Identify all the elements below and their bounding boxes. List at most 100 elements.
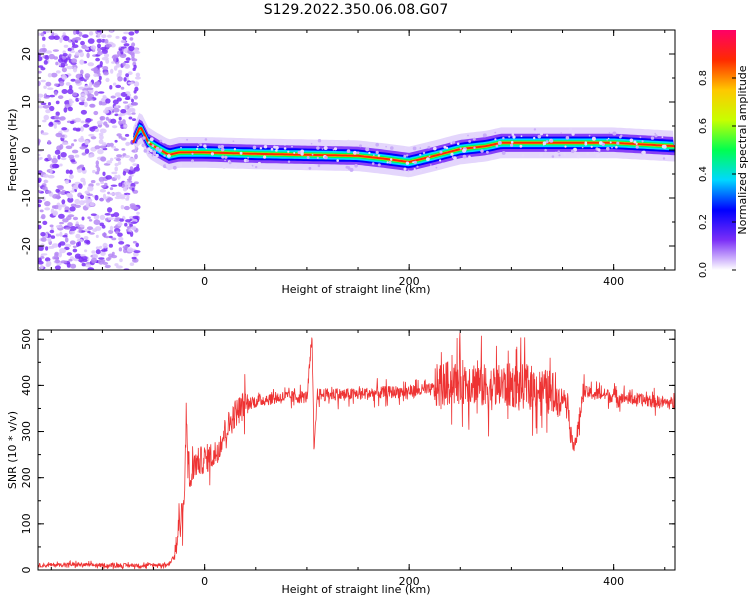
- noise-speckle: [59, 163, 63, 167]
- ridge-fringe-dot: [654, 134, 658, 138]
- noise-speckle: [40, 32, 45, 37]
- noise-speckle: [116, 63, 121, 68]
- colorbar-tick-label: 0.8: [698, 70, 709, 86]
- noise-speckle: [61, 127, 68, 131]
- ridge-fringe-dot: [332, 148, 335, 151]
- ridge-fringe-dot: [367, 143, 370, 146]
- noise-speckle: [124, 48, 128, 53]
- x-tick-label: 200: [399, 575, 420, 588]
- noise-speckle: [40, 232, 46, 237]
- ridge-fringe-dot: [654, 132, 656, 135]
- noise-speckle: [102, 66, 109, 71]
- noise-speckle: [59, 231, 63, 237]
- noise-speckle: [59, 116, 66, 121]
- ridge-fringe-dot: [346, 139, 350, 143]
- noise-speckle: [74, 79, 81, 84]
- ridge-fringe-dot: [473, 146, 476, 149]
- ridge-fringe-dot: [221, 155, 225, 159]
- noise-speckle: [40, 237, 47, 242]
- noise-speckle: [107, 217, 115, 221]
- noise-speckle: [128, 45, 135, 52]
- noise-speckle: [115, 158, 121, 162]
- noise-speckle: [59, 241, 66, 246]
- noise-speckle: [115, 84, 122, 89]
- ridge-fringe-dot: [450, 142, 453, 145]
- noise-speckle: [72, 245, 77, 248]
- ridge-fringe-dot: [148, 152, 151, 155]
- noise-speckle: [61, 134, 65, 138]
- noise-speckle: [68, 174, 74, 179]
- noise-speckle: [73, 184, 79, 190]
- noise-speckle: [111, 251, 115, 256]
- ridge-fringe-dot: [134, 148, 137, 151]
- noise-speckle: [110, 118, 117, 124]
- noise-speckle: [94, 90, 99, 96]
- noise-speckle: [79, 51, 84, 58]
- ridge-fringe-dot: [324, 155, 328, 160]
- ridge-fringe-dot: [233, 148, 237, 151]
- noise-speckle: [45, 109, 51, 114]
- noise-speckle: [87, 185, 94, 192]
- noise-speckle: [110, 213, 115, 217]
- noise-speckle: [70, 120, 75, 125]
- noise-speckle: [133, 81, 140, 87]
- noise-speckle: [101, 232, 107, 237]
- ridge-fringe-dot: [406, 154, 409, 157]
- noise-speckle: [120, 39, 126, 44]
- noise-speckle: [131, 256, 137, 260]
- noise-speckle: [115, 35, 120, 39]
- noise-speckle: [74, 36, 82, 41]
- noise-speckle: [38, 153, 41, 157]
- noise-speckle: [134, 30, 139, 34]
- noise-speckle: [38, 93, 44, 98]
- noise-speckle: [101, 34, 107, 38]
- noise-speckle: [42, 104, 50, 109]
- ridge-fringe-dot: [403, 154, 407, 158]
- ridge-fringe-dot: [220, 144, 224, 149]
- snr-frame: [37, 329, 676, 571]
- noise-speckle: [99, 222, 105, 227]
- noise-speckle: [77, 168, 83, 173]
- noise-speckle: [131, 225, 137, 231]
- noise-speckle: [125, 63, 130, 69]
- noise-speckle: [69, 206, 76, 212]
- noise-speckle: [104, 264, 111, 269]
- noise-speckle: [49, 224, 54, 228]
- ridge-fringe-dot: [429, 164, 432, 166]
- noise-speckle: [57, 154, 61, 160]
- noise-speckle: [131, 149, 138, 153]
- noise-speckle: [131, 42, 136, 47]
- ridge-fringe-dot: [616, 141, 620, 145]
- noise-speckle: [125, 95, 131, 101]
- ridge-fringe-dot: [210, 152, 214, 156]
- x-tick-label: 0: [201, 575, 208, 588]
- noise-speckle: [75, 223, 80, 227]
- ridge-fringe-dot: [336, 159, 340, 162]
- noise-speckle: [125, 91, 131, 95]
- ridge-fringe-dot: [232, 140, 235, 142]
- noise-speckle: [54, 253, 59, 259]
- noise-speckle: [42, 196, 46, 202]
- ridge-fringe-dot: [497, 140, 502, 145]
- noise-speckle: [61, 142, 69, 145]
- ridge-fringe-dot: [591, 136, 596, 141]
- noise-speckle: [40, 79, 46, 83]
- noise-speckle: [87, 230, 91, 234]
- ridge-fringe-dot: [375, 150, 379, 154]
- noise-speckle: [77, 165, 84, 169]
- spectrogram-marks: [38, 30, 675, 270]
- noise-speckle: [72, 92, 78, 97]
- noise-speckle: [48, 122, 54, 127]
- noise-speckle: [100, 181, 104, 184]
- ridge-fringe-dot: [377, 163, 381, 167]
- noise-speckle: [78, 97, 85, 101]
- noise-speckle: [58, 213, 65, 219]
- ridge-fringe-dot: [439, 159, 442, 162]
- noise-speckle: [117, 174, 121, 180]
- noise-speckle: [114, 113, 119, 117]
- noise-speckle: [102, 95, 107, 99]
- noise-speckle: [61, 89, 68, 94]
- ridge-fringe-dot: [661, 136, 664, 139]
- noise-speckle: [73, 30, 77, 35]
- ridge-fringe-dot: [468, 140, 471, 143]
